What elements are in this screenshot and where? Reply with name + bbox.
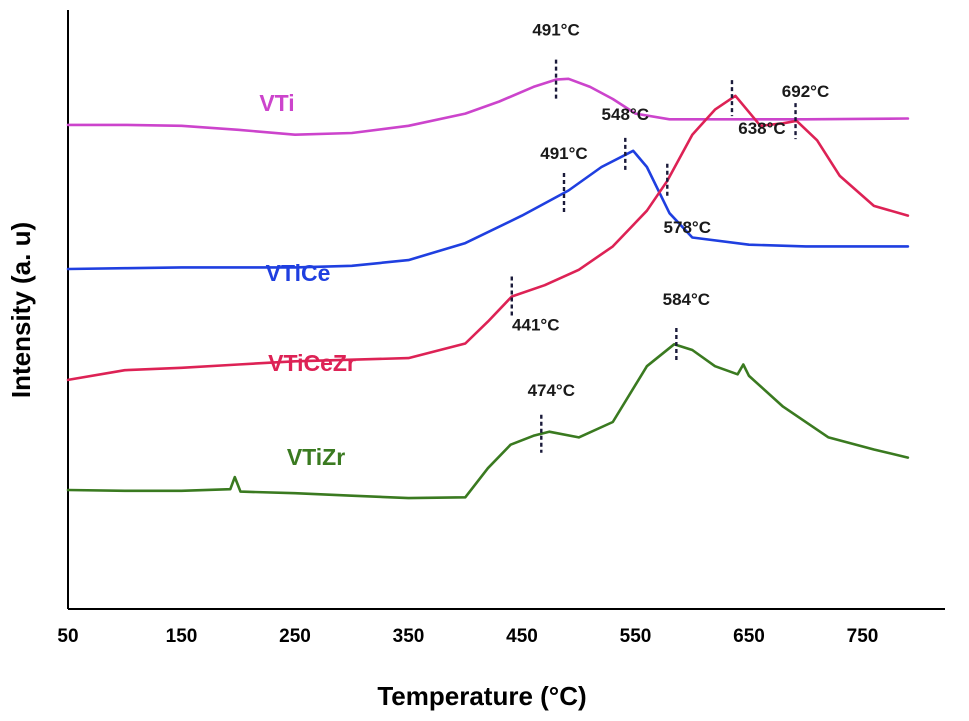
- peak-label-1: 491°C: [540, 144, 587, 163]
- x-tick-label-550: 550: [620, 626, 652, 647]
- axes: [67, 10, 945, 610]
- series-label-vticezr: VTiCeZr: [268, 350, 356, 376]
- x-tick-label-150: 150: [166, 626, 198, 647]
- x-axis-title: Temperature (°C): [377, 681, 586, 711]
- peak-label-0: 491°C: [532, 21, 579, 40]
- peak-label-3: 578°C: [664, 218, 711, 237]
- series-line-vti: [66, 77, 910, 136]
- series-label-vtizr: VTiZr: [287, 444, 345, 470]
- peak-label-8: 584°C: [663, 290, 710, 309]
- peak-labels: 491°C 491°C 548°C 578°C 638°C 692°C 441°C 474°C…: [512, 21, 829, 400]
- x-tick-label-250: 250: [279, 626, 311, 647]
- y-axis-title: Intensity (a. u): [6, 222, 36, 398]
- series-line-vtice: [66, 149, 910, 271]
- x-tick-label-750: 750: [847, 626, 879, 647]
- x-tick-labels: 50 150 250 350 450 550 650 750: [57, 626, 878, 647]
- peak-label-2: 548°C: [602, 105, 649, 124]
- series-line-vtizr: [66, 343, 910, 500]
- series-labels: VTi VTiCe VTiCeZr VTiZr: [259, 90, 356, 470]
- series-line-vticezr: [66, 94, 910, 382]
- series-label-vtice: VTiCe: [266, 260, 331, 286]
- peak-label-7: 474°C: [528, 381, 575, 400]
- peak-markers: [510, 59, 797, 453]
- x-tick-label-650: 650: [733, 626, 765, 647]
- series-label-vti: VTi: [259, 90, 294, 116]
- peak-label-5: 692°C: [782, 82, 829, 101]
- peak-label-4: 638°C: [738, 119, 785, 138]
- x-tick-label-50: 50: [57, 626, 78, 647]
- x-tick-label-350: 350: [393, 626, 425, 647]
- peak-label-6: 441°C: [512, 316, 559, 335]
- x-tick-label-450: 450: [506, 626, 538, 647]
- series-lines: [66, 77, 910, 500]
